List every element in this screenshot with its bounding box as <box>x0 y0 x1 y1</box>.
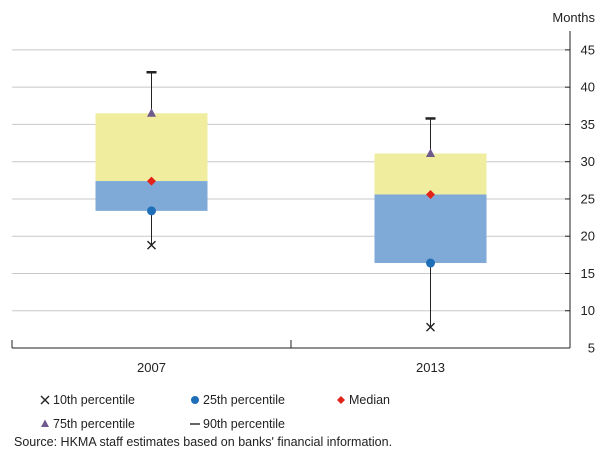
p75-marker <box>147 108 156 117</box>
p10-marker <box>426 322 435 332</box>
y-tick-label: 40 <box>581 80 595 95</box>
legend-label: 10th percentile <box>53 393 135 407</box>
legend-swatch-p25 <box>191 396 199 404</box>
box-25th-to-median <box>374 194 487 264</box>
source-note: Source: HKMA staff estimates based on ba… <box>14 435 393 449</box>
y-tick-label: 25 <box>581 191 595 206</box>
y-tick-label: 20 <box>581 229 595 244</box>
y-tick-label: 30 <box>581 154 595 169</box>
box-median-to-75th <box>374 153 487 195</box>
p25-marker <box>426 258 435 268</box>
legend-label: 75th percentile <box>53 417 135 431</box>
x-tick-label: 2007 <box>137 360 166 375</box>
box-25th-to-median <box>95 181 208 211</box>
legend-label: Median <box>349 393 390 407</box>
median-marker <box>426 189 435 199</box>
legend-swatch-p10 <box>40 395 50 405</box>
x-tick-label: 2013 <box>416 360 445 375</box>
legend-label: 90th percentile <box>203 417 285 431</box>
y-tick-label: 35 <box>581 117 595 132</box>
legend-swatch-median <box>337 396 345 404</box>
y-tick-label: 45 <box>581 42 595 57</box>
median-marker <box>147 176 156 186</box>
y-axis-unit: Months <box>552 10 595 25</box>
y-tick-label: 5 <box>588 341 595 356</box>
legend-label: 25th percentile <box>203 393 285 407</box>
p10-marker <box>147 240 156 250</box>
legend-swatch-p75 <box>41 419 49 427</box>
y-tick-label: 15 <box>581 266 595 281</box>
p75-marker <box>426 148 435 157</box>
y-tick-label: 10 <box>581 303 595 318</box>
p25-marker <box>147 206 156 216</box>
box-median-to-75th <box>95 113 208 182</box>
